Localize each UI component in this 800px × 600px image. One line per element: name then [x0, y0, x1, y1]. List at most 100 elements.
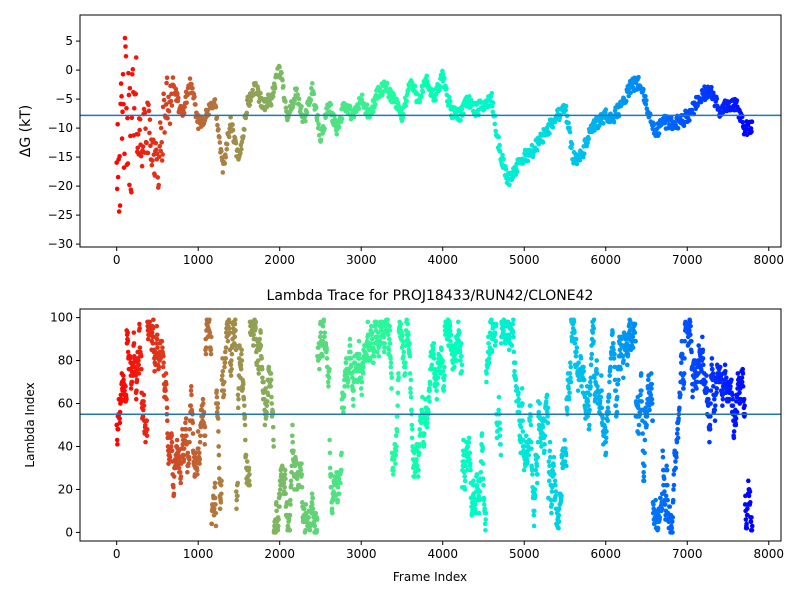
delta-g-point: [190, 85, 195, 91]
lambda-point: [151, 334, 156, 340]
lambda-point: [477, 489, 483, 494]
delta-g-point: [749, 119, 755, 125]
lambda-point: [234, 497, 240, 503]
lambda-point: [458, 341, 464, 346]
delta-g-point: [129, 189, 134, 195]
delta-g-panel: 0 1000 2000 3000 4000 5000 6000 7000 8000 5 0 −5 −1…: [18, 14, 784, 267]
delta-g-point: [123, 44, 128, 49]
delta-g-point: [359, 92, 365, 98]
lambda-point: [348, 356, 354, 361]
lambda-point: [573, 336, 579, 342]
lambda-point: [389, 386, 394, 391]
lambda-point: [674, 439, 680, 445]
lambda-point: [239, 358, 245, 363]
lambda-point: [621, 375, 626, 381]
delta-g-point: [336, 124, 342, 130]
lambda-point: [720, 396, 726, 402]
lambda-point: [636, 422, 642, 428]
lambda-point: [286, 517, 292, 522]
lambda-point: [195, 429, 201, 434]
delta-g-point: [248, 98, 253, 103]
lambda-point: [520, 401, 525, 406]
delta-g-point: [404, 92, 410, 98]
lambda-point: [299, 500, 305, 505]
lambda-point: [747, 489, 753, 494]
delta-g-point: [316, 133, 322, 138]
lambda-point: [276, 517, 281, 522]
delta-g-point: [280, 77, 285, 83]
delta-g-y-ticks: 5 0 −5 −10 −15 −20 −25 −30: [48, 34, 80, 251]
lambda-point: [120, 373, 126, 378]
lambda-point: [233, 343, 239, 348]
delta-g-point: [215, 122, 220, 128]
lambda-point: [559, 454, 565, 460]
lambda-point: [308, 521, 314, 527]
lambda-point: [586, 403, 591, 408]
lambda-point: [514, 386, 520, 391]
lambda-point: [259, 356, 264, 361]
lambda-point: [265, 399, 270, 404]
delta-g-point: [458, 117, 463, 123]
delta-g-point: [238, 150, 243, 156]
delta-g-point: [299, 104, 304, 109]
lambda-point: [336, 476, 342, 482]
delta-g-point: [626, 93, 632, 99]
lambda-point: [141, 403, 147, 408]
lambda-point: [264, 409, 269, 415]
lambda-point: [350, 396, 356, 402]
lambda-point: [640, 431, 645, 436]
lambda-point: [471, 478, 476, 484]
lambda-point: [482, 521, 488, 527]
lambda-point: [211, 506, 217, 512]
lambda-point: [611, 356, 617, 361]
lambda-point: [212, 495, 218, 501]
delta-g-point: [283, 99, 288, 104]
lambda-point: [509, 343, 515, 348]
lambda-point: [408, 394, 414, 400]
lambda-point: [208, 351, 214, 357]
delta-g-point: [219, 148, 224, 154]
lambda-point: [427, 381, 433, 387]
lambda-point: [359, 379, 365, 385]
lambda-point: [357, 356, 363, 361]
lambda-point: [371, 360, 376, 366]
lambda-point: [186, 461, 191, 466]
lambda-point: [529, 467, 535, 473]
lambda-point: [414, 463, 420, 469]
lambda-point: [261, 379, 266, 385]
lambda-point: [269, 394, 274, 400]
lambda-point: [197, 461, 202, 466]
lambda-point: [405, 321, 410, 327]
lambda-point: [547, 439, 553, 445]
lambda-point: [322, 330, 328, 335]
delta-g-point: [569, 141, 575, 147]
delta-g-point: [168, 98, 174, 104]
delta-g-point: [403, 103, 409, 109]
lambda-point: [729, 377, 734, 383]
lambda-point: [166, 461, 171, 466]
delta-g-point: [514, 169, 520, 175]
lambda-point: [740, 384, 746, 389]
lambda-point: [228, 373, 234, 378]
lambda-point: [155, 345, 160, 350]
lambda-point: [484, 371, 489, 376]
lambda-point: [498, 341, 504, 346]
lambda-point: [203, 351, 209, 357]
lambda-point: [676, 416, 681, 421]
lambda-point: [608, 364, 613, 370]
lambda-point: [239, 351, 244, 357]
lambda-point: [633, 338, 638, 344]
delta-g-point: [116, 209, 122, 214]
lambda-point: [739, 379, 745, 385]
delta-g-point: [145, 150, 151, 156]
lambda-point: [223, 345, 229, 350]
delta-g-point: [334, 131, 340, 137]
lambda-point: [549, 510, 554, 516]
lambda-point: [151, 317, 156, 323]
delta-g-point: [214, 114, 220, 120]
lambda-point: [663, 493, 669, 499]
lambda-point: [708, 388, 714, 393]
lambda-point: [665, 482, 670, 488]
lambda-point: [387, 341, 393, 346]
lambda-point: [587, 422, 592, 428]
